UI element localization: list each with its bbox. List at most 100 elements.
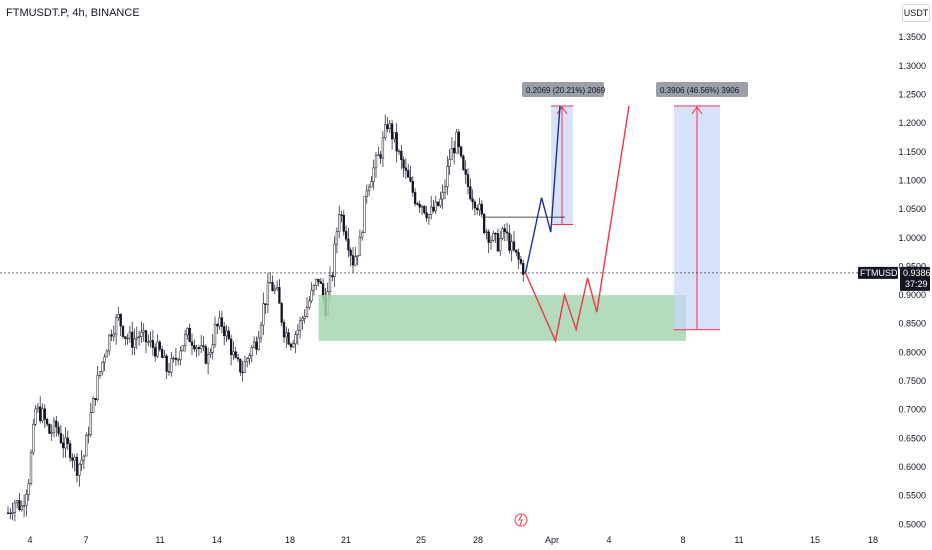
price-tag-symbol: FTMUSDT.P <box>860 268 911 278</box>
x-tick-label: 18 <box>285 535 295 545</box>
candle-body <box>471 198 474 203</box>
candle-body <box>519 259 523 264</box>
candle-body <box>179 350 182 360</box>
candle-body <box>43 408 46 420</box>
candle-body <box>250 347 253 356</box>
candle-body <box>478 203 481 211</box>
y-tick-label: 1.3500 <box>898 32 926 42</box>
candle-body <box>246 358 249 363</box>
candle-body <box>384 124 387 139</box>
x-tick-label: 8 <box>680 535 685 545</box>
candle-body <box>209 352 212 355</box>
candle-body <box>280 303 283 323</box>
y-tick-label: 0.9000 <box>898 290 926 300</box>
candle-body <box>390 123 394 140</box>
candle-body <box>229 338 233 355</box>
candle-body <box>310 289 313 302</box>
candle-body <box>457 131 460 148</box>
candle-body <box>144 330 148 343</box>
y-tick-label: 0.5000 <box>898 519 926 529</box>
candle-body <box>305 306 309 317</box>
candle-body <box>29 452 33 485</box>
candle-body <box>195 347 198 350</box>
candle-body <box>522 263 525 275</box>
candle-body <box>124 336 127 339</box>
price-tag-countdown: 37:29 <box>905 279 928 289</box>
candle-body <box>52 420 56 433</box>
candle-body <box>91 398 95 413</box>
candle-body <box>404 167 408 171</box>
candle-body <box>335 231 339 245</box>
y-tick-label: 0.7500 <box>898 376 926 386</box>
candle-body <box>441 192 444 200</box>
candle-body <box>151 340 155 348</box>
candle-body <box>163 355 166 358</box>
lightning-icon[interactable] <box>514 513 528 527</box>
candle-body <box>114 317 118 335</box>
candle-body <box>351 255 355 266</box>
candle-body <box>372 167 375 182</box>
candle-body <box>430 206 433 215</box>
candle-body <box>220 317 224 327</box>
candle-body <box>126 337 129 340</box>
candle-body <box>128 331 132 339</box>
candle-body <box>211 344 214 353</box>
candle-body <box>78 463 81 476</box>
candle-body <box>87 434 90 436</box>
candle-body <box>227 330 230 340</box>
x-tick-label: 14 <box>212 535 222 545</box>
candle-body <box>103 356 106 363</box>
candle-body <box>48 423 51 434</box>
candle-body <box>239 358 242 373</box>
candle-body <box>420 205 424 208</box>
candle-body <box>197 347 201 349</box>
candle-body <box>82 455 86 461</box>
candle-body <box>312 285 316 291</box>
candle-body <box>407 170 410 178</box>
candle-body <box>259 324 263 339</box>
candle-body <box>66 437 69 444</box>
candle-body <box>370 181 373 188</box>
candle-body <box>395 132 398 152</box>
candle-body <box>94 398 97 400</box>
candle-body <box>492 232 495 241</box>
candle-body <box>156 341 159 357</box>
y-tick-label: 0.6500 <box>898 433 926 443</box>
y-tick-label: 1.0000 <box>898 233 926 243</box>
candle-body <box>25 494 28 506</box>
currency-button[interactable]: USDT <box>902 4 930 22</box>
candle-body <box>96 375 99 400</box>
price-tag-value-bg <box>900 266 930 291</box>
candle-body <box>218 317 221 327</box>
candle-body <box>271 282 274 291</box>
candle-body <box>206 353 210 364</box>
measure-label: 0.2069 (20.21%) 2069 <box>526 86 606 95</box>
candle-body <box>517 252 520 260</box>
candle-body <box>379 154 382 159</box>
candle-body <box>248 355 251 359</box>
y-tick-label: 0.8500 <box>898 319 926 329</box>
candle-body <box>135 337 138 340</box>
candle-body <box>170 358 173 373</box>
candle-body <box>510 241 513 251</box>
x-tick-label: 7 <box>83 535 88 545</box>
candle-body <box>409 176 412 182</box>
candle-body <box>98 371 102 376</box>
candle-body <box>257 337 260 350</box>
candle-body <box>455 131 458 154</box>
candle-body <box>236 357 240 360</box>
candle-body <box>73 456 76 461</box>
candle-body <box>200 345 203 349</box>
candle-body <box>149 340 152 343</box>
candle-body <box>186 328 189 336</box>
candle-body <box>167 371 171 373</box>
candle-body <box>508 232 511 251</box>
x-tick-label: 28 <box>473 535 483 545</box>
candle-body <box>328 275 332 292</box>
candle-body <box>165 355 168 372</box>
candle-body <box>331 275 334 278</box>
candle-body <box>338 214 341 232</box>
candle-body <box>287 332 290 345</box>
price-tag: FTMUSDT.P 0.9386 37:29 <box>858 266 931 291</box>
